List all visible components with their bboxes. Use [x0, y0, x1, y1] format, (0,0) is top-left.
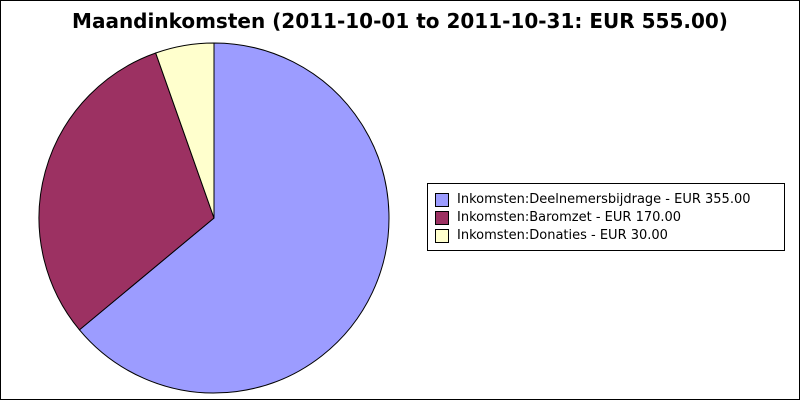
- chart-title: Maandinkomsten (2011-10-01 to 2011-10-31…: [72, 9, 728, 33]
- pie-slice-deelnemersbijdrage: [78, 42, 390, 394]
- legend-item-donaties: Inkomsten:Donaties - EUR 30.00: [435, 227, 668, 245]
- legend-item-deelnemersbijdrage: Inkomsten:Deelnemersbijdrage - EUR 355.0…: [435, 191, 751, 209]
- legend-label-baromzet: Inkomsten:Baromzet - EUR 170.00: [457, 210, 682, 225]
- legend-label-donaties: Inkomsten:Donaties - EUR 30.00: [457, 228, 668, 243]
- pie-slice-baromzet: [38, 52, 215, 331]
- legend-swatch-donaties: [435, 229, 449, 243]
- legend-label-deelnemersbijdrage: Inkomsten:Deelnemersbijdrage - EUR 355.0…: [457, 192, 751, 207]
- legend-swatch-baromzet: [435, 211, 449, 225]
- legend-swatch-deelnemersbijdrage: [435, 193, 449, 207]
- legend: Inkomsten:Deelnemersbijdrage - EUR 355.0…: [427, 183, 785, 251]
- legend-item-baromzet: Inkomsten:Baromzet - EUR 170.00: [435, 209, 681, 227]
- pie-slice-donaties: [155, 42, 215, 219]
